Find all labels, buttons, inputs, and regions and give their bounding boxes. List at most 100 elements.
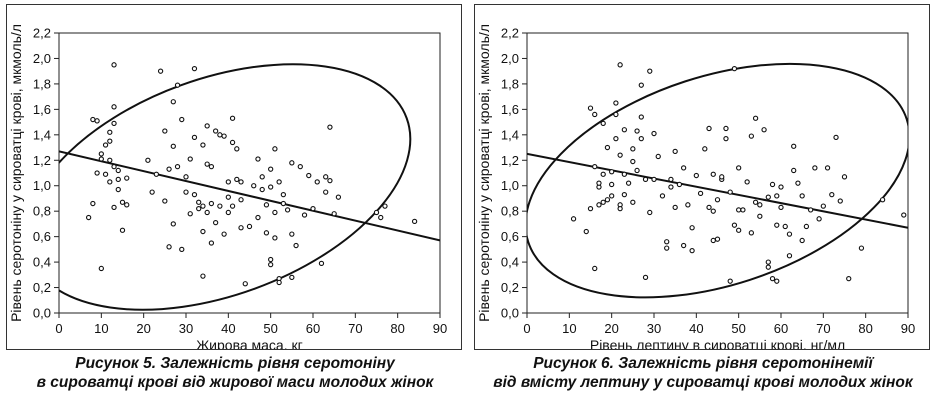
data-point [272,209,278,216]
data-point [102,171,109,177]
regression-line [527,152,908,229]
data-point [90,200,96,207]
data-point [200,142,206,148]
data-point [149,189,155,195]
data-point [276,279,282,286]
data-point [323,174,329,180]
y-tick-label: 1,6 [33,102,51,117]
data-point [617,62,623,68]
data-point [736,227,742,233]
y-tick-label: 1,2 [501,153,519,168]
plot-area-leptin [526,32,909,314]
data-point [229,203,236,209]
figure-caption-6-line-1: Рисунок 6. Залежність рівня серотонінемі… [533,355,873,372]
data-point [714,197,721,203]
data-point [689,225,695,231]
data-point [723,135,729,142]
data-point [234,146,240,152]
data-point [196,205,202,212]
data-point [765,194,771,200]
data-point [642,176,649,183]
data-point [272,146,278,152]
data-point [331,211,337,217]
y-tick-label: 1,2 [33,153,51,168]
data-point [314,179,320,185]
data-point [638,82,644,88]
data-point [196,199,202,205]
data-point [634,167,640,174]
data-point [592,111,598,118]
x-tick-label: 10 [562,321,576,336]
figure-caption-6-line-2: від вмісту лептину у сироватці крові мол… [493,374,913,391]
data-point [166,244,172,250]
data-point [630,158,636,165]
y-tick-label: 0,2 [501,280,519,295]
data-point [153,171,160,177]
data-point [837,198,843,204]
data-point [625,180,632,186]
data-point [820,203,826,209]
y-tick-label: 0,8 [33,204,51,219]
data-point [238,197,244,203]
data-point [676,181,683,188]
data-point [824,165,831,171]
data-point [229,139,236,146]
data-point [204,209,210,216]
y-tick-label: 0,4 [33,255,51,270]
data-point [647,68,653,74]
data-point [769,181,776,188]
x-tick-label: 50 [263,321,277,336]
data-point [613,100,619,106]
data-point [600,120,606,127]
x-tick-label: 90 [433,321,447,336]
x-tick-label: 10 [94,321,108,336]
data-point [170,221,176,227]
data-point [659,193,666,199]
data-point [803,223,810,230]
data-point [774,193,780,199]
data-point [124,175,130,181]
data-point [710,208,716,214]
y-tick-label: 1,8 [501,76,519,91]
data-point [727,278,733,284]
data-point [107,129,113,135]
x-tick-label: 70 [348,321,362,336]
data-point [841,174,848,180]
data-point [757,213,763,219]
data-point [879,197,886,203]
data-point [204,161,210,167]
data-point [791,143,797,149]
data-point [255,156,261,162]
data-point [115,176,121,183]
y-tick-label: 1,8 [33,76,51,91]
data-point [719,174,725,180]
y-tick-label: 2,0 [501,51,519,66]
data-point [162,198,168,204]
data-point [609,169,615,175]
data-point [782,223,788,230]
data-point [833,134,839,141]
x-tick-label: 80 [390,321,404,336]
data-point [765,264,771,270]
data-point [119,199,126,205]
data-point [621,127,628,133]
data-point [592,163,598,170]
data-point [268,261,274,268]
data-point [651,176,657,183]
data-point [710,171,716,177]
data-point [587,205,594,212]
data-point [208,163,215,170]
data-point [174,163,181,170]
data-point [757,202,763,208]
figure-caption-5-line-2: в сироватці крові від жирової маси молод… [36,374,434,391]
data-point [323,189,329,195]
data-point [382,203,388,209]
data-point [731,222,738,228]
data-point [268,256,274,263]
figure-serotonin-vs-fat-mass: 0,0 0,2 0,4 0,6 0,8 1,0 1,2 1,4 1,6 1,8 2,0 2,2 0 10 2… [6,4,464,400]
data-point [157,68,164,74]
data-point [411,218,418,225]
data-point [651,130,657,137]
data-point [225,194,231,200]
data-point [858,245,865,251]
